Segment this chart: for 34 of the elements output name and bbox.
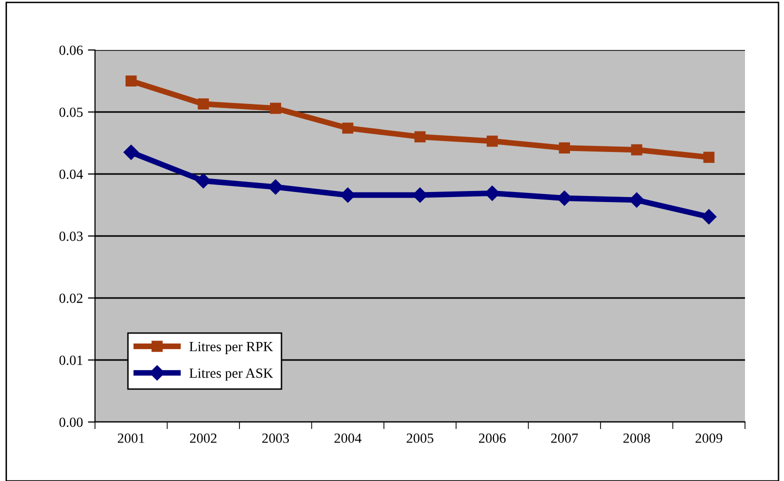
x-tick-label: 2009 xyxy=(696,434,722,443)
point xyxy=(342,122,354,134)
x-tick-label: 2004 xyxy=(334,434,362,443)
point xyxy=(270,102,282,114)
point xyxy=(486,136,498,147)
legend-label: Litres per ASK xyxy=(189,368,274,381)
x-tick-label: 2007 xyxy=(551,434,578,443)
point xyxy=(629,192,644,208)
point xyxy=(631,144,642,156)
y-tick-label: 0.02 xyxy=(59,294,82,304)
point xyxy=(198,98,209,110)
point xyxy=(340,188,356,203)
point xyxy=(558,142,570,154)
x-tick-label: 2008 xyxy=(623,434,650,443)
point xyxy=(414,131,426,142)
x-tick-label: 2002 xyxy=(190,434,216,443)
x-tick-label: 2006 xyxy=(478,434,506,443)
y-tick-label: 0.03 xyxy=(59,232,83,242)
y-tick-label: 0.05 xyxy=(59,108,83,118)
legend-label: Litres per RPK xyxy=(189,342,274,354)
point xyxy=(701,209,716,224)
point xyxy=(196,173,211,188)
x-tick-label: 2005 xyxy=(406,434,434,443)
y-tick-label: 0.00 xyxy=(59,418,83,428)
point xyxy=(703,152,714,163)
point xyxy=(268,179,284,195)
y-tick-label: 0.04 xyxy=(59,170,83,180)
y-tick-label: 0.01 xyxy=(59,356,82,366)
point xyxy=(124,144,139,160)
point xyxy=(126,75,137,87)
point xyxy=(484,186,500,201)
x-tick-label: 2001 xyxy=(118,434,144,443)
x-tick-label: 2003 xyxy=(262,434,289,443)
y-tick-label: 0.06 xyxy=(59,46,83,56)
